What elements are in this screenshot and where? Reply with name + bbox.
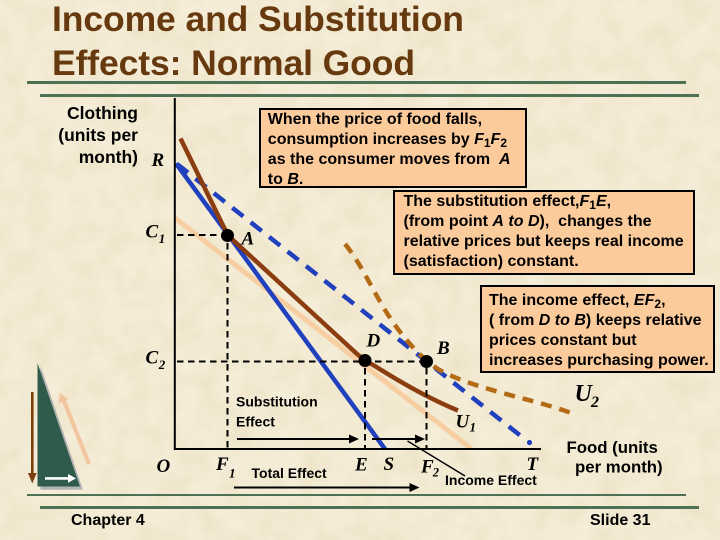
svg-text:Total Effect: Total Effect (252, 465, 328, 481)
svg-text:T: T (527, 454, 540, 475)
svg-text:C: C (146, 347, 159, 368)
svg-text:Effect: Effect (236, 414, 275, 430)
svg-text:R: R (151, 150, 165, 171)
svg-text:1: 1 (229, 465, 236, 480)
svg-text:Food (units: Food (units (567, 438, 658, 457)
svg-text:D: D (366, 331, 381, 352)
svg-text:A: A (241, 228, 255, 249)
svg-text:U: U (575, 381, 594, 407)
svg-text:2: 2 (432, 466, 439, 480)
svg-text:2: 2 (590, 394, 599, 411)
svg-text:1: 1 (159, 231, 166, 246)
svg-text:F: F (215, 454, 229, 475)
svg-text:1: 1 (470, 420, 477, 435)
svg-text:C: C (146, 222, 159, 243)
svg-text:F: F (420, 457, 434, 478)
svg-text:E: E (354, 455, 368, 476)
svg-text:U: U (456, 412, 471, 433)
svg-text:O: O (157, 456, 171, 477)
svg-text:Substitution: Substitution (236, 394, 318, 410)
svg-text:B: B (436, 338, 450, 359)
svg-text:Income Effect: Income Effect (445, 472, 537, 488)
svg-text:S: S (384, 454, 395, 475)
svg-text:2: 2 (158, 357, 166, 372)
svg-text:per month): per month) (575, 458, 663, 477)
